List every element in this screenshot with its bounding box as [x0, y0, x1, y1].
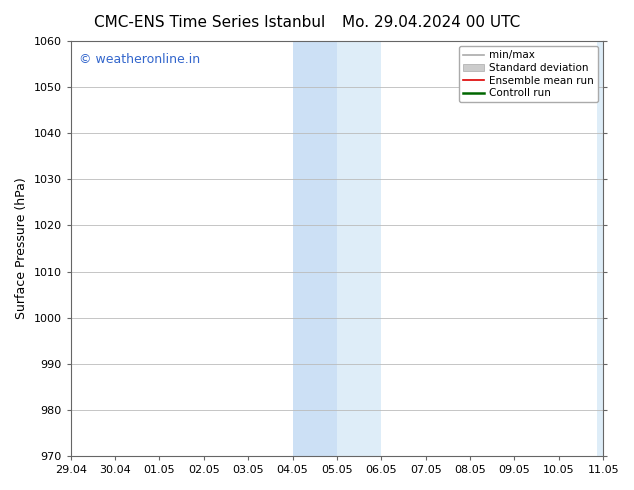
Text: Mo. 29.04.2024 00 UTC: Mo. 29.04.2024 00 UTC [342, 15, 521, 30]
Bar [597, 41, 616, 456]
Text: CMC-ENS Time Series Istanbul: CMC-ENS Time Series Istanbul [94, 15, 325, 30]
Bar [337, 41, 381, 456]
Y-axis label: Surface Pressure (hPa): Surface Pressure (hPa) [15, 178, 28, 319]
Legend: min/max, Standard deviation, Ensemble mean run, Controll run: min/max, Standard deviation, Ensemble me… [459, 46, 598, 102]
Bar [292, 41, 337, 456]
Text: © weatheronline.in: © weatheronline.in [79, 53, 200, 67]
